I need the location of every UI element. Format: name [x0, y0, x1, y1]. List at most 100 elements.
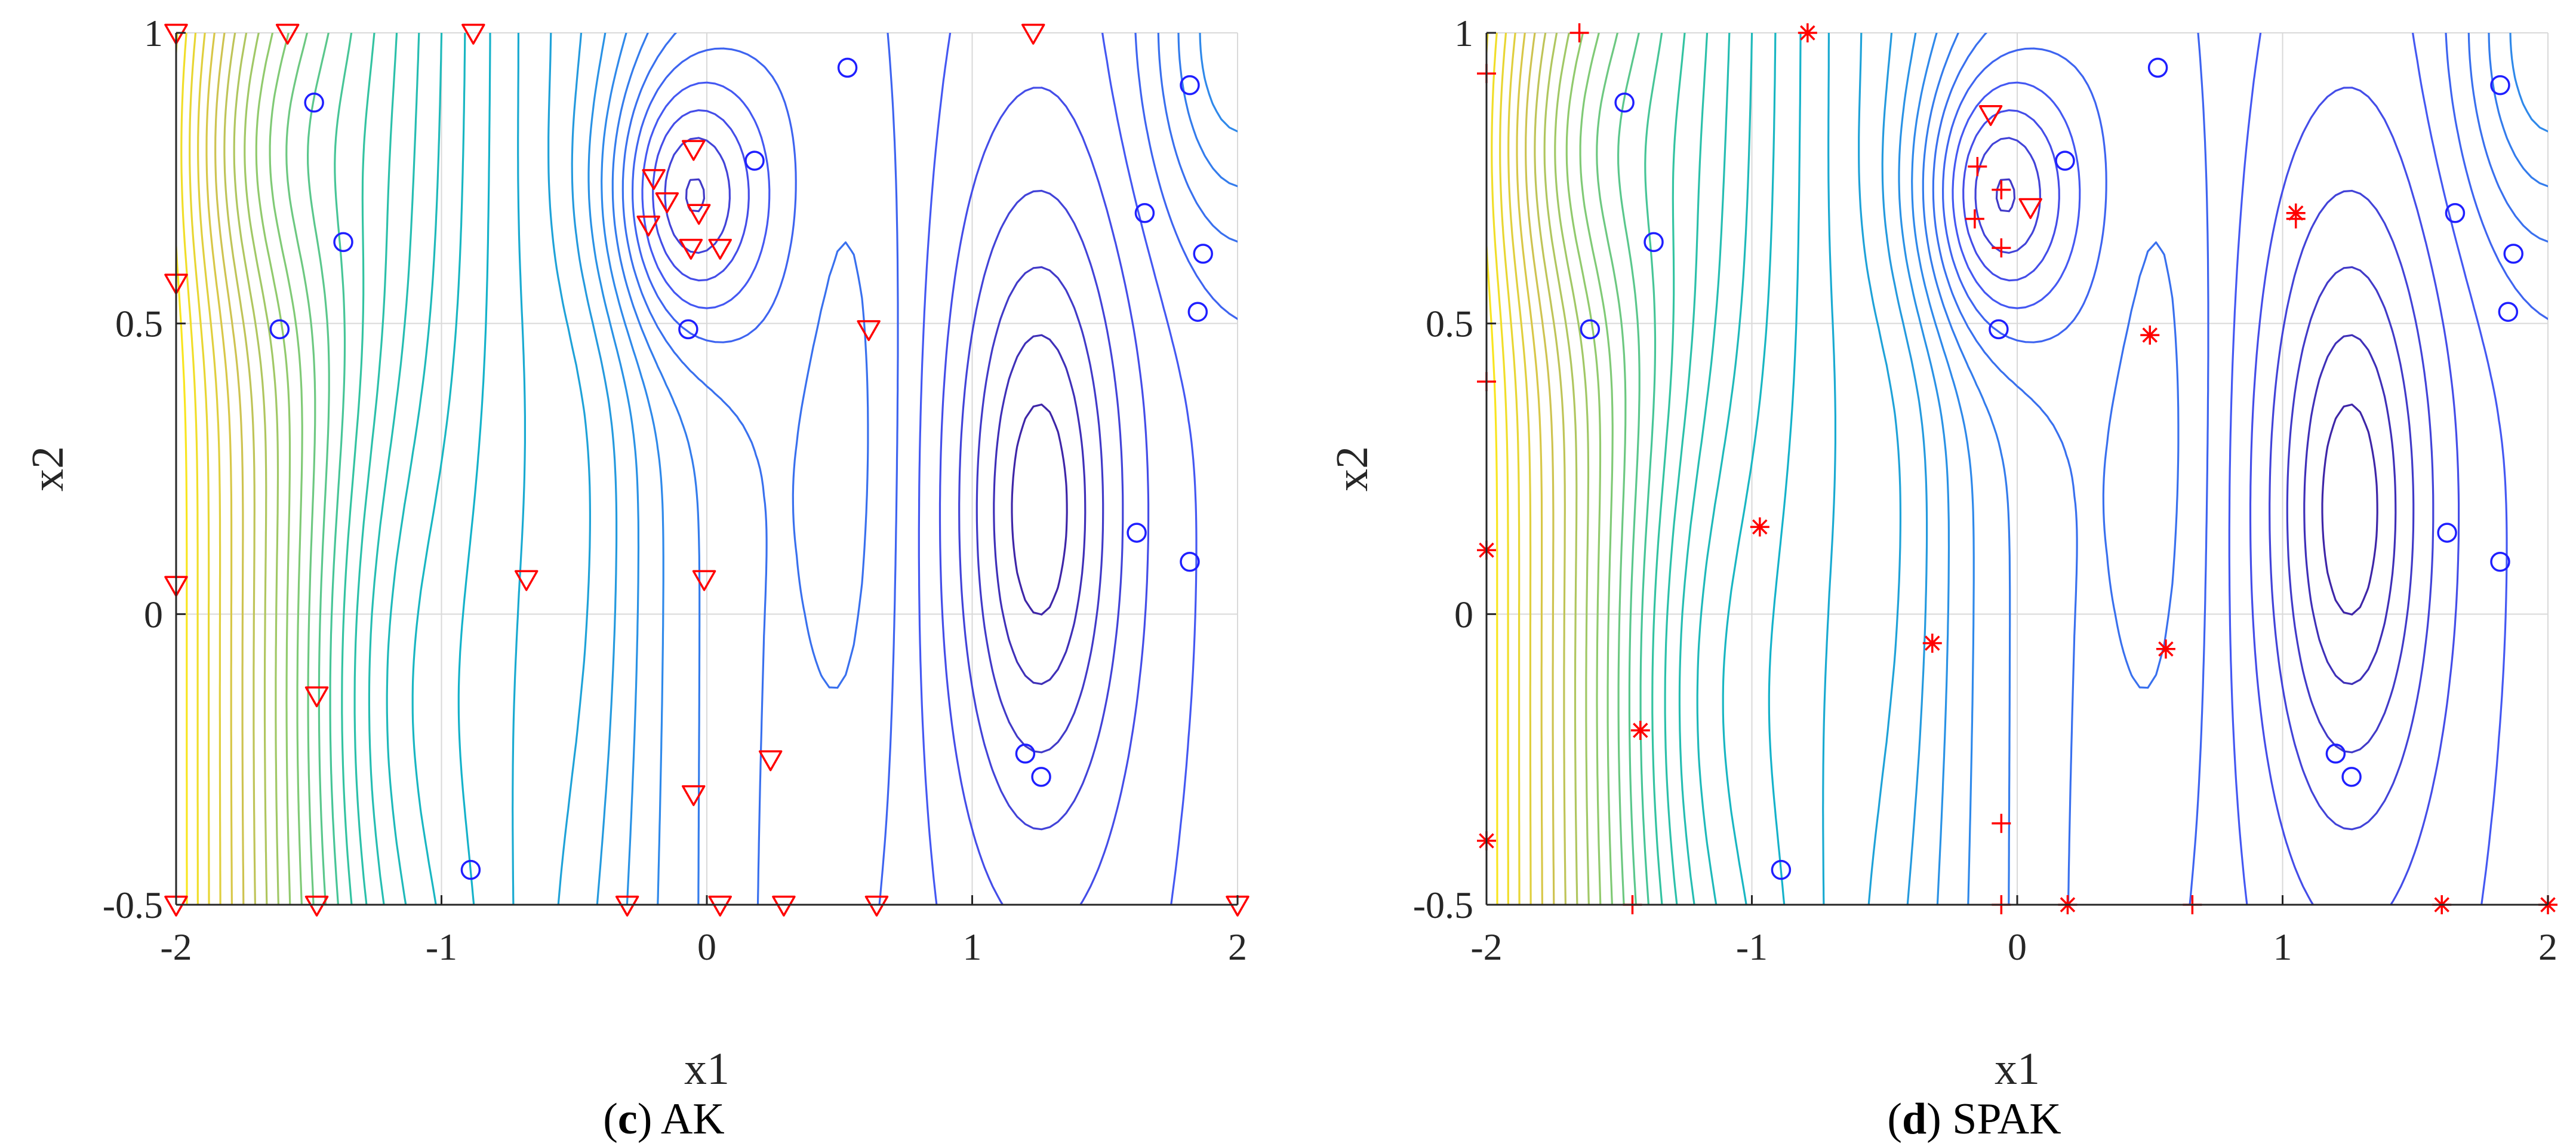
added-point-asterisk: [2286, 203, 2306, 223]
contour-line: [1011, 403, 1068, 616]
sample-point-circle: [1134, 202, 1155, 223]
added-point-triangle: [708, 238, 732, 260]
y-tick-label: 0: [1454, 593, 1473, 635]
contour-line: [1858, 33, 1901, 905]
y-tick-label: 1: [144, 12, 163, 54]
contour-line: [1952, 33, 2508, 905]
x-tick-label: 0: [697, 926, 716, 968]
added-point-triangle: [1978, 105, 2003, 127]
caption-letter-c: c: [618, 1095, 638, 1144]
added-point-triangle: [682, 140, 706, 161]
sample-point-circle: [2503, 244, 2523, 264]
y-tick-labels-c: -0.5 0 0.5 1: [103, 12, 163, 926]
added-point-triangle: [275, 23, 300, 45]
contour-line: [1881, 33, 1928, 905]
contour-line: [587, 33, 640, 905]
contour-line: [1579, 33, 1614, 905]
contour-line: [547, 33, 591, 905]
x-tick-label: -2: [1470, 926, 1502, 968]
added-point-plus: [1992, 238, 2011, 258]
y-tick-labels-d: -0.5 0 0.5 1: [1413, 12, 1473, 926]
added-point-triangle: [772, 895, 796, 917]
y-tick-label: 1: [1454, 12, 1473, 54]
y-tick-label: -0.5: [1413, 884, 1473, 926]
sample-point-circle: [1193, 244, 1213, 264]
contour-line: [685, 178, 1104, 754]
contour-line: [611, 33, 1238, 905]
added-point-triangle: [2018, 198, 2042, 219]
added-point-triangle: [514, 570, 538, 591]
contour-line: [1554, 33, 1590, 905]
contour-line: [1516, 33, 1543, 905]
added-point-asterisk: [1798, 23, 1817, 42]
sample-point-circle: [744, 150, 765, 171]
added-point-triangle: [164, 23, 188, 45]
contour-line: [411, 33, 466, 905]
added-point-triangle: [857, 320, 881, 342]
x-tick-labels-d: -2 -1 0 1 2: [1470, 926, 2557, 968]
sample-point-circle: [1015, 743, 1036, 764]
sample-point-circle: [2445, 202, 2466, 223]
x-tick-label: 1: [2273, 926, 2292, 968]
added-point-asterisk: [1922, 634, 1942, 653]
x-tick-label: -1: [426, 926, 457, 968]
sample-point-circle: [1989, 319, 2009, 340]
contour-line: [368, 33, 420, 905]
contour-line: [205, 33, 233, 905]
x-tick-label: 0: [2008, 926, 2027, 968]
y-tick-label: 0.5: [115, 303, 163, 345]
contour-line: [512, 33, 526, 905]
added-point-plus: [1992, 813, 2011, 833]
contours-c: [176, 33, 1238, 905]
axes-d: [1485, 32, 2549, 906]
contour-line: [1486, 33, 1498, 905]
contour-line: [244, 33, 279, 905]
contour-line: [386, 33, 443, 905]
sample-point-circle: [837, 57, 858, 78]
contour-line: [1678, 33, 1731, 905]
added-point-triangle: [682, 785, 706, 806]
contour-line: [1525, 33, 1555, 905]
contour-line: [1942, 33, 2548, 905]
contour-line: [1565, 33, 1602, 905]
sample-point-circle: [333, 232, 353, 253]
sample-point-circle: [2490, 551, 2510, 572]
added-point-triangle: [636, 215, 660, 236]
axes-c: [175, 32, 1239, 906]
sample-point-circle: [1031, 767, 1051, 787]
contour-line: [1995, 178, 2415, 754]
added-point-triangle: [687, 204, 711, 225]
sample-point-circle: [1180, 551, 1200, 572]
contour-line: [1898, 33, 1950, 905]
contour-line: [180, 33, 199, 905]
x-axis-label-c: x1: [684, 1044, 730, 1094]
added-point-asterisk: [1750, 517, 1769, 537]
contour-line: [1822, 33, 1836, 905]
added-point-triangle: [642, 169, 666, 191]
contour-line: [214, 33, 245, 905]
y-tick-label: 0.5: [1426, 303, 1473, 345]
contour-line: [2303, 334, 2397, 685]
contour-line: [1922, 33, 2548, 905]
added-point-triangle: [461, 23, 485, 45]
contour-line: [993, 334, 1087, 685]
x-tick-labels-c: -2 -1 0 1 2: [160, 926, 1247, 968]
added-point-triangle: [1021, 23, 1045, 45]
contour-line: [1596, 33, 1627, 905]
contour-line: [1911, 33, 2548, 905]
added-point-plus: [1992, 180, 2011, 199]
contour-line: [1639, 33, 1663, 905]
x-tick-label: 1: [963, 926, 982, 968]
contour-line: [1768, 33, 1802, 905]
contour-line: [457, 33, 491, 905]
y-axis-label-d: x2: [1327, 446, 1377, 491]
contour-line: [1651, 33, 1686, 905]
caption-letter-d: d: [1902, 1095, 1926, 1144]
sample-point-circle: [2490, 75, 2510, 96]
y-tick-label: 0: [144, 593, 163, 635]
sample-point-circle: [460, 859, 481, 880]
sample-point-circle: [269, 319, 290, 340]
added-point-plus: [1569, 23, 1589, 42]
contour-line: [601, 33, 1238, 905]
